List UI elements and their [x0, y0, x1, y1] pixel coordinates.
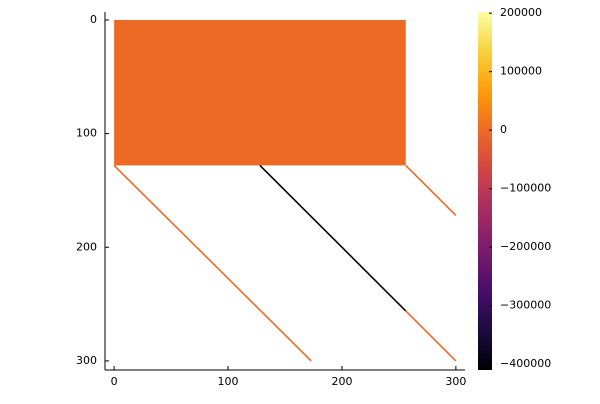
colorbar-tick-label: 0	[500, 123, 507, 136]
y-tick-label: 100	[76, 127, 97, 140]
x-tick-label: 0	[111, 375, 118, 388]
heat-diagonal	[259, 164, 407, 312]
colorbar-tick-label: 200000	[500, 6, 542, 19]
x-tick-label: 200	[331, 375, 352, 388]
y-tick-label: 0	[90, 13, 97, 26]
colorbar-tick-label: −200000	[500, 240, 551, 253]
colorbar-tick-label: 100000	[500, 65, 542, 78]
heat-diagonal	[405, 310, 457, 362]
y-tick-label: 300	[76, 354, 97, 367]
heat-region	[114, 19, 406, 166]
x-tick-label: 300	[445, 375, 466, 388]
colorbar	[478, 12, 492, 370]
heat-diagonal	[113, 164, 312, 362]
y-tick-label: 200	[76, 240, 97, 253]
colorbar-tick-label: −100000	[500, 182, 551, 195]
colorbar-tick-label: −300000	[500, 299, 551, 312]
colorbar-tick-label: −400000	[500, 357, 551, 370]
x-tick-label: 100	[218, 375, 239, 388]
heat-diagonal	[405, 164, 457, 217]
